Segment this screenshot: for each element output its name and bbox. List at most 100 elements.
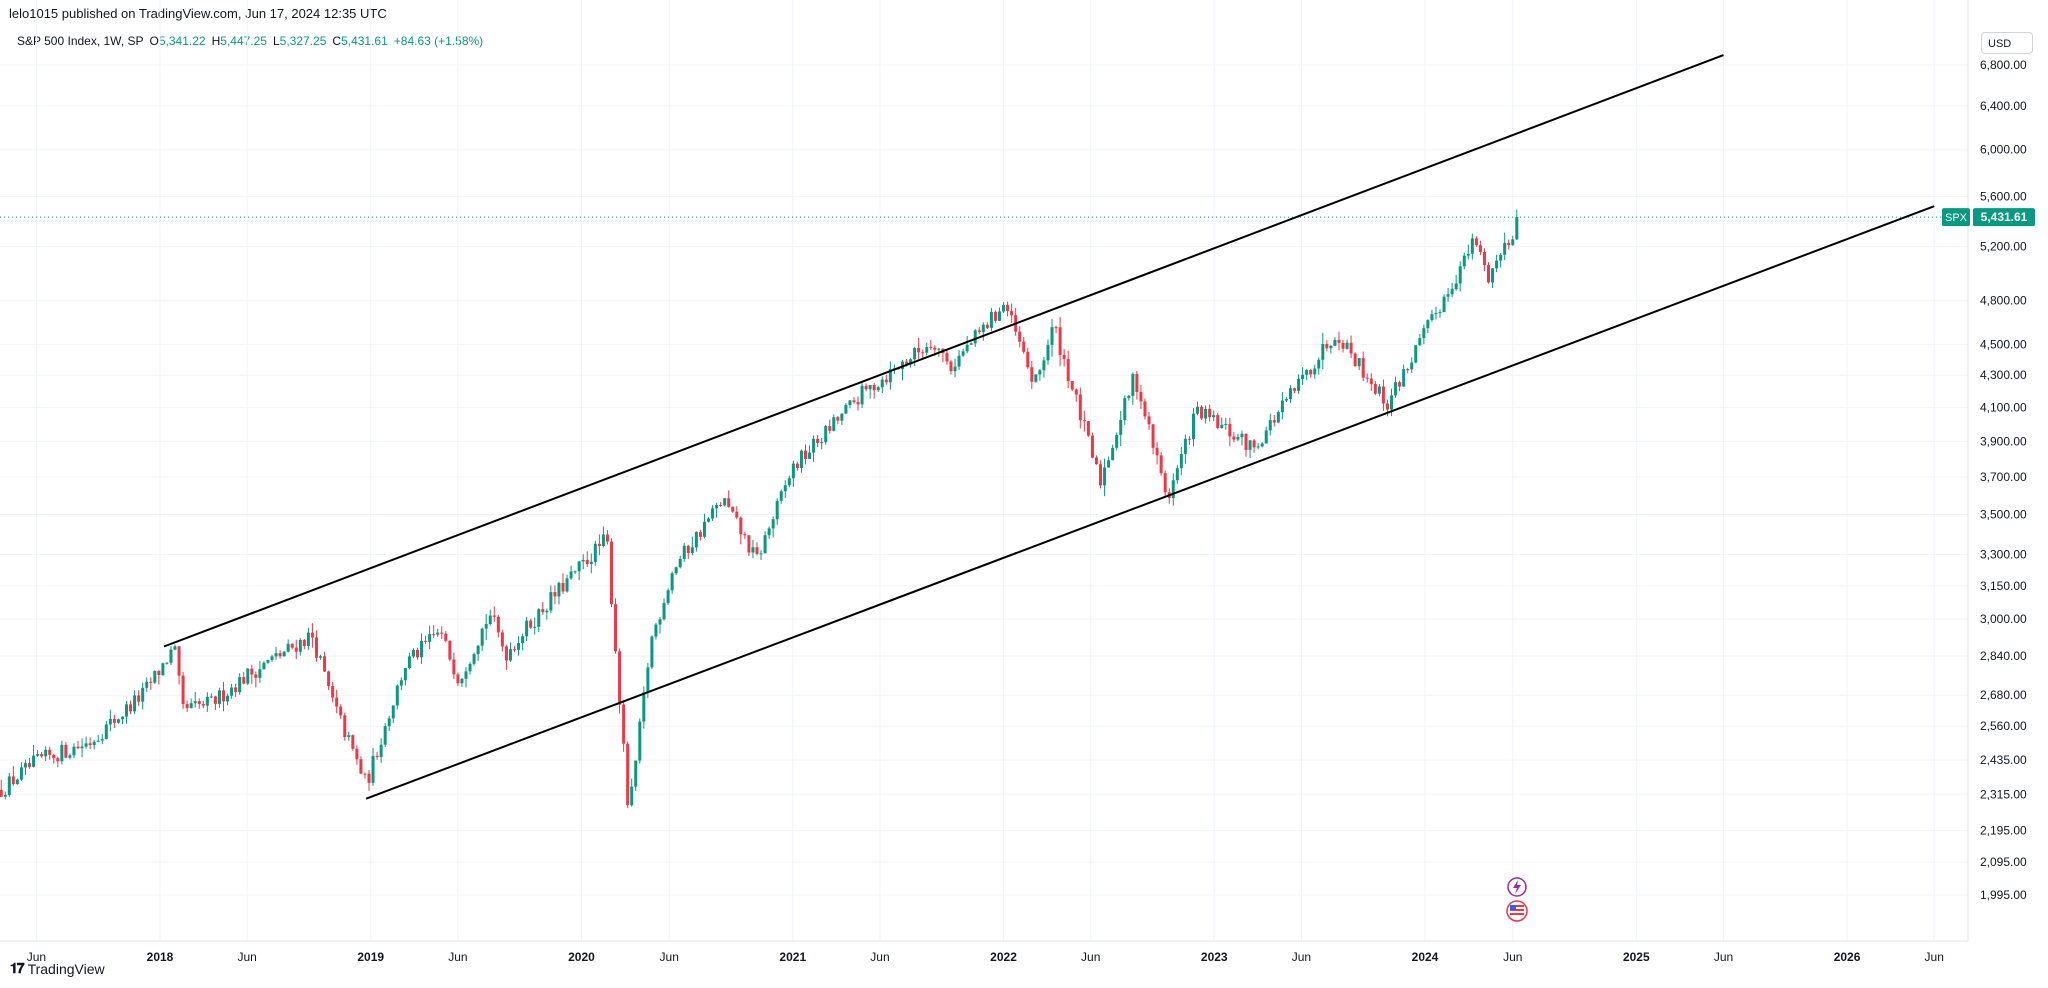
candle-body: [80, 746, 84, 749]
candle-body: [1212, 415, 1216, 418]
candle-body: [201, 703, 205, 706]
candle-body: [812, 438, 816, 453]
candle-body: [213, 696, 217, 704]
candle-body: [274, 653, 278, 657]
candle-body: [1426, 320, 1430, 329]
candle-body: [1430, 314, 1434, 321]
candle-body: [1462, 255, 1466, 267]
candle-body: [957, 355, 961, 367]
y-tick-label: 3,300.00: [1980, 547, 2027, 561]
footer-brand[interactable]: 𝟏𝟕 TradingView: [10, 960, 105, 977]
candle-body: [189, 703, 193, 709]
candle-body: [363, 773, 367, 775]
candle-body: [1252, 440, 1256, 448]
candle-body: [120, 716, 124, 720]
candle-body: [1191, 413, 1195, 440]
candle-body: [452, 659, 456, 675]
candle-body: [500, 632, 504, 647]
candle-body: [848, 400, 852, 406]
candle-body: [1325, 343, 1329, 349]
candle-body: [1187, 438, 1191, 440]
candle-body: [169, 649, 173, 663]
x-tick-label: 2020: [568, 950, 595, 964]
candle-body: [880, 379, 884, 388]
candle-body: [1204, 408, 1208, 419]
x-tick-label: 2023: [1201, 950, 1228, 964]
x-tick-label: Jun: [27, 950, 46, 964]
candle-body: [909, 359, 913, 365]
candle-body: [60, 744, 64, 762]
candle-body: [1018, 331, 1022, 342]
candle-body: [1317, 359, 1321, 369]
candle-body: [56, 758, 60, 762]
candle-body: [1333, 339, 1337, 346]
candle-body: [1034, 374, 1038, 382]
candle-body: [1305, 370, 1309, 375]
candle-body: [872, 385, 876, 391]
candle-body: [646, 667, 650, 693]
candle-body: [565, 578, 569, 592]
candle-body: [605, 534, 609, 542]
candle-body: [125, 704, 129, 717]
candle-body: [112, 718, 116, 723]
candle-body: [1276, 412, 1280, 423]
candle-body: [969, 343, 973, 345]
candle-body: [1309, 370, 1313, 375]
y-tick-label: 3,900.00: [1980, 434, 2027, 448]
candle-body: [1006, 304, 1010, 311]
candle-body: [262, 662, 266, 670]
candle-body: [476, 645, 480, 655]
candle-body: [593, 543, 597, 562]
candle-body: [852, 400, 856, 403]
candle-body: [133, 695, 137, 712]
tradingview-logo-icon: 𝟏𝟕: [10, 960, 25, 976]
candle-body: [270, 656, 274, 660]
x-tick-label: Jun: [238, 950, 257, 964]
event-icons[interactable]: [1506, 877, 1528, 922]
candle-body: [666, 590, 670, 603]
x-tick-label: Jun: [1714, 950, 1733, 964]
high-value: 5,447.25: [220, 34, 267, 48]
candle-body: [1414, 345, 1418, 363]
candle-body: [1373, 384, 1377, 394]
candle-body: [1410, 362, 1414, 370]
candle-body: [888, 369, 892, 383]
x-tick-label: Jun: [1292, 950, 1311, 964]
candle-body: [727, 498, 731, 507]
candle-body: [1179, 453, 1183, 469]
candle-body: [1082, 420, 1086, 422]
currency-button[interactable]: USD: [1981, 32, 2033, 54]
symbol-name[interactable]: S&P 500 Index, 1W, SP: [17, 34, 144, 48]
candle-body: [32, 755, 36, 767]
y-tick-label: 2,560.00: [1980, 719, 2027, 733]
candle-body: [0, 789, 3, 797]
candle-body: [824, 426, 828, 443]
candle-body: [832, 417, 836, 431]
candle-body: [1381, 386, 1385, 404]
candle-body: [1260, 443, 1264, 447]
candle-body: [521, 636, 525, 644]
candle-body: [1078, 394, 1082, 421]
candle-body: [72, 746, 76, 756]
candle-body: [609, 541, 613, 605]
candle-body: [1196, 406, 1200, 414]
y-tick-label: 3,000.00: [1980, 612, 2027, 626]
candle-body: [355, 748, 359, 760]
candle-body: [1240, 433, 1244, 438]
candle-body: [359, 759, 363, 774]
candle-body: [1280, 400, 1284, 413]
candle-body: [254, 674, 258, 678]
candle-body: [1345, 342, 1349, 349]
candle-body: [1446, 294, 1450, 297]
candle-body: [351, 735, 355, 749]
candle-body: [921, 352, 925, 354]
candle-body: [205, 696, 209, 706]
candle-body: [116, 719, 120, 723]
y-tick-label: 3,500.00: [1980, 508, 2027, 522]
candle-body: [1434, 313, 1438, 315]
candle-body: [937, 348, 941, 350]
candle-body: [1163, 473, 1167, 493]
candle-body: [314, 637, 318, 658]
candle-body: [319, 656, 323, 658]
